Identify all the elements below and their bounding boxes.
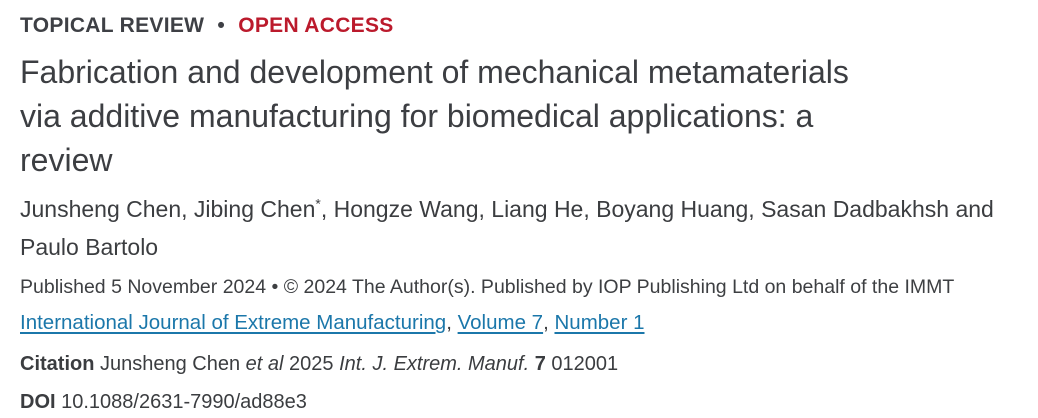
doi-row: DOI 10.1088/2631-7990/ad88e3 [20,388,1020,416]
volume-link[interactable]: Volume 7 [457,311,544,334]
bullet-separator: • [217,14,226,37]
number-link[interactable]: Number 1 [554,311,645,334]
author-group-1: Junsheng Chen, Jibing Chen [20,196,316,222]
doi-label: DOI [20,391,56,413]
published-copyright-line: Published 5 November 2024 • © 2024 The A… [20,276,955,298]
author-list: Junsheng Chen, Jibing Chen*, Hongze Wang… [20,190,1005,266]
citation-authors: Junsheng Chen [100,353,241,375]
doi-value: 10.1088/2631-7990/ad88e3 [61,391,307,413]
citation-journal-abbrev: Int. J. Extrem. Manuf. [339,353,530,375]
journal-issue-row: International Journal of Extreme Manufac… [20,309,1020,337]
open-access-label: OPEN ACCESS [238,14,394,37]
citation-row: Citation Junsheng Chen et al 2025 Int. J… [20,350,1020,378]
article-title: Fabrication and development of mechanica… [20,54,849,178]
journal-title-link[interactable]: International Journal of Extreme Manufac… [20,311,447,334]
corresponding-author-asterisk: * [315,195,321,212]
article-type-label: TOPICAL REVIEW [20,14,205,37]
citation-year: 2025 [289,353,334,375]
citation-volume: 7 [534,353,546,375]
separator-comma: , [446,311,452,334]
separator-comma: , [543,311,549,334]
article-type-row: TOPICAL REVIEW • OPEN ACCESS [20,14,1020,38]
author-group-2: , Hongze Wang, Liang He, Boyang Huang, S… [20,196,994,260]
citation-label: Citation [20,353,95,375]
citation-et-al: et al [245,353,284,375]
citation-article-number: 012001 [551,353,619,375]
